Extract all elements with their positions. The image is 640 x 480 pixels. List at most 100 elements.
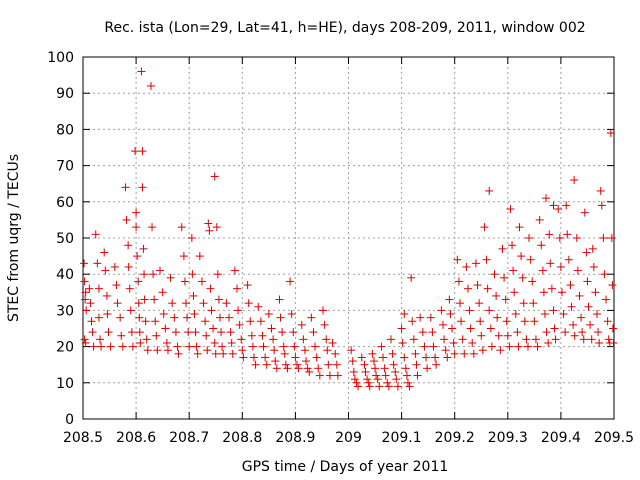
data-point [561, 328, 570, 337]
data-point [545, 230, 554, 239]
data-point [290, 342, 299, 351]
data-point [204, 219, 213, 228]
data-point [526, 255, 535, 264]
data-point [261, 353, 270, 362]
data-point [572, 234, 581, 242]
data-point [557, 288, 566, 297]
grid [83, 57, 614, 419]
data-point [201, 317, 210, 326]
data-point [388, 349, 397, 358]
data-point [184, 328, 193, 337]
data-point [458, 335, 467, 344]
data-point [575, 291, 584, 300]
data-point [494, 331, 503, 340]
data-point [466, 324, 475, 333]
data-point [554, 205, 563, 214]
data-point [597, 201, 606, 210]
data-point [138, 147, 147, 156]
data-point [514, 342, 523, 351]
data-point [485, 306, 494, 315]
data-point [219, 349, 228, 358]
data-point [279, 342, 288, 351]
data-point [185, 342, 194, 351]
data-point [607, 234, 616, 242]
data-point [533, 342, 542, 351]
y-tick-label: 20 [56, 340, 74, 356]
data-point [246, 317, 255, 326]
data-point [463, 284, 472, 293]
data-point [453, 255, 462, 264]
data-point [85, 284, 94, 293]
data-point [272, 364, 281, 373]
data-point [278, 328, 287, 337]
data-point [448, 324, 457, 333]
data-point [539, 288, 548, 297]
y-tick-label: 10 [56, 376, 74, 392]
data-point [422, 353, 431, 362]
data-point [297, 320, 306, 329]
x-tick-label: 209.2 [435, 430, 475, 446]
data-point [380, 364, 389, 373]
data-point [128, 342, 137, 351]
data-point [596, 186, 605, 195]
x-tick-label: 208.9 [275, 430, 315, 446]
data-point [94, 313, 103, 322]
data-point [118, 342, 127, 351]
data-point [570, 331, 579, 340]
data-point [530, 317, 539, 326]
data-point [168, 299, 177, 308]
data-point [595, 338, 604, 347]
data-point [412, 360, 421, 369]
y-tick-label: 50 [56, 231, 74, 247]
data-point [602, 295, 611, 304]
data-point [113, 299, 122, 308]
data-point [320, 320, 329, 329]
data-point [226, 328, 235, 337]
x-axis-label: GPS time / Days of year 2011 [242, 459, 449, 475]
data-point [81, 295, 90, 304]
data-point [551, 335, 560, 344]
data-point [197, 277, 206, 286]
data-point [490, 270, 499, 279]
data-point [254, 302, 263, 311]
data-point [192, 342, 201, 351]
y-tick-label: 30 [56, 303, 74, 319]
data-point [408, 317, 417, 326]
data-point [80, 259, 89, 268]
data-point [182, 299, 191, 308]
data-point [485, 186, 494, 195]
data-point [400, 310, 409, 319]
data-point [501, 295, 510, 304]
data-point [594, 328, 603, 337]
data-point [319, 306, 328, 315]
data-point [591, 288, 600, 297]
data-point [498, 244, 507, 253]
data-point [407, 273, 416, 282]
data-point [583, 277, 592, 286]
data-point [80, 335, 89, 344]
data-point [283, 364, 292, 373]
data-point [393, 382, 402, 391]
data-point [199, 299, 208, 308]
data-point [124, 262, 133, 271]
data-point [101, 266, 110, 275]
data-point [468, 338, 477, 347]
data-point [202, 331, 211, 340]
data-point [549, 306, 558, 315]
data-point [588, 244, 597, 253]
y-tick-labels: 0 10 20 30 40 50 60 70 80 90 100 [47, 50, 74, 428]
data-point [365, 382, 374, 391]
data-point [457, 317, 466, 326]
data-point [449, 338, 458, 347]
data-point [289, 328, 298, 337]
data-point [454, 277, 463, 286]
data-point [158, 288, 167, 297]
data-point [573, 266, 582, 275]
x-tick-label: 209 [335, 430, 362, 446]
data-point [580, 208, 589, 217]
data-point [132, 223, 141, 232]
data-point [476, 317, 485, 326]
x-tick-label: 209.1 [382, 430, 422, 446]
x-tick-label: 209.4 [541, 430, 581, 446]
data-point [93, 259, 102, 268]
